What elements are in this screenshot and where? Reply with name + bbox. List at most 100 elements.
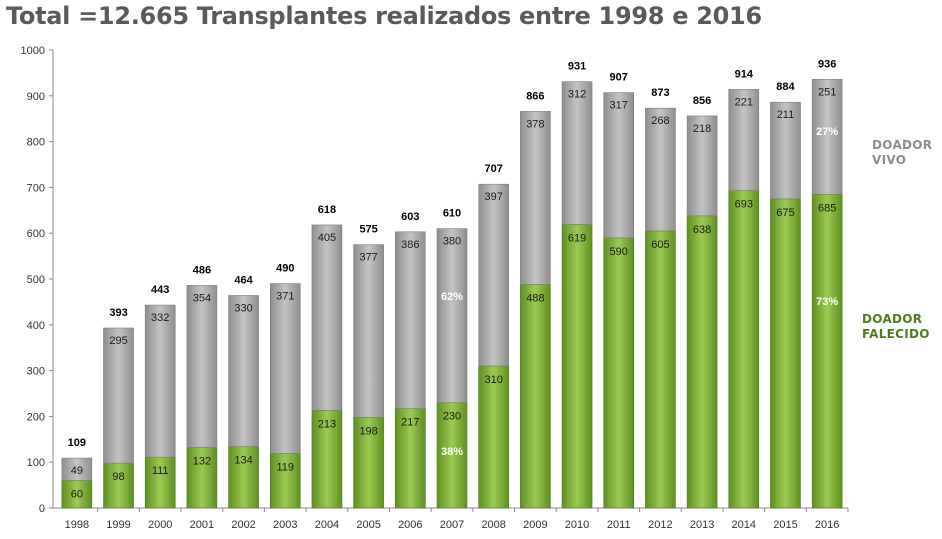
label-total: 866 [526,90,544,102]
legend-doador-falecido: DOADOR FALECIDO [862,312,930,342]
x-tick-label: 2009 [523,519,547,531]
bar-doador-falecido [645,230,676,509]
y-tick-label: 300 [27,366,45,378]
x-tick-label: 2006 [398,519,422,531]
bar-doador-falecido [811,193,843,509]
label-vivo-value: 377 [359,252,377,264]
label-total: 856 [693,95,711,107]
bar-doador-vivo [144,304,176,458]
label-vivo-value: 371 [276,291,294,303]
bar-doador-falecido [353,417,384,509]
bar-doador-vivo [645,107,676,232]
y-tick-label: 200 [27,411,45,423]
label-falecido-value: 619 [568,232,586,244]
y-tick-label: 900 [27,91,45,103]
label-falecido-value: 488 [526,292,544,304]
bar-doador-vivo [186,285,218,448]
bar-doador-falecido [520,284,551,509]
bar-doador-falecido [144,456,176,509]
y-tick-label: 500 [27,274,45,286]
label-falecido-value: 111 [152,465,169,477]
label-percentage: 38% [441,446,463,458]
x-tick-label: 2010 [565,519,589,531]
label-total: 443 [151,284,169,296]
bar-doador-vivo [811,79,843,195]
y-tick-label: 1000 [21,45,45,57]
bar-doador-falecido [603,237,635,509]
label-total: 907 [610,72,628,84]
label-falecido-value: 605 [651,239,669,251]
label-vivo-value: 378 [526,118,544,130]
bar-doador-falecido [561,224,593,509]
label-total: 610 [443,208,461,220]
label-vivo-value: 221 [735,96,753,108]
bar-doador-vivo [478,183,509,367]
bar-doador-falecido [269,453,301,509]
bar-doador-vivo [311,224,343,411]
bar-doador-vivo [770,101,801,200]
bars [61,79,843,509]
legend-vivo-line1: DOADOR [872,138,933,152]
bar-doador-falecido [478,365,509,509]
bar-doador-vivo [686,115,718,217]
legend-falecido-line2: FALECIDO [862,327,930,341]
bar-doador-vivo [353,244,384,418]
label-vivo-value: 295 [109,335,127,347]
legend-falecido-line1: DOADOR [862,312,923,326]
x-tick-label: 2011 [607,519,631,531]
label-total: 486 [193,264,211,276]
bar-doador-vivo [269,283,301,454]
x-tick-label: 1999 [106,519,130,531]
label-total: 931 [568,61,586,73]
label-falecido-value: 638 [693,224,711,236]
label-total: 603 [401,211,419,223]
axes: 0 100 200 300 400 500 600 700 800 900 1000 1998 1999… [21,45,849,531]
legend-doador-vivo: DOADOR VIVO [872,138,932,168]
label-vivo-value: 405 [318,232,336,244]
y-tick-label: 600 [27,228,45,240]
label-falecido-value: 590 [610,246,628,258]
bar-doador-falecido [728,190,760,509]
x-tick-label: 2007 [440,519,464,531]
x-tick-label: 2001 [190,519,214,531]
x-tick-label: 1998 [65,519,89,531]
label-vivo-value: 317 [610,100,628,112]
y-tick-label: 800 [27,137,45,149]
label-vivo-value: 268 [651,115,669,127]
y-tick-label: 400 [27,320,45,332]
bar-doador-vivo [228,295,259,447]
bar-doador-falecido [686,215,718,509]
label-falecido-value: 134 [234,455,252,467]
x-tick-label: 2013 [690,519,714,531]
label-vivo-value: 211 [777,109,795,121]
y-tick-label: 0 [39,503,45,515]
label-vivo-value: 49 [71,465,83,477]
chart-title: Total =12.665 Transplantes realizados en… [6,2,762,30]
label-falecido-value: 132 [193,456,211,468]
label-vivo-value: 251 [818,86,836,98]
label-percentage: 73% [816,296,838,308]
x-tick-label: 2000 [148,519,172,531]
x-tick-label: 2005 [356,519,380,531]
label-falecido-value: 230 [443,411,461,423]
bar-doador-vivo [728,89,760,191]
bar-doador-falecido [103,462,134,509]
x-tick-label: 2004 [315,519,339,531]
bar-doador-vivo [436,228,468,403]
label-vivo-value: 380 [443,236,461,248]
label-vivo-value: 330 [234,302,252,314]
label-total: 393 [109,307,127,319]
label-total: 914 [735,68,754,80]
bar-doador-falecido [228,446,259,509]
label-falecido-value: 675 [776,207,794,219]
bar-doador-vivo [603,92,635,239]
label-total: 490 [276,263,294,275]
bar-doador-vivo [103,327,134,464]
label-total: 884 [776,81,795,93]
label-falecido-value: 685 [818,202,836,214]
x-tick-label: 2002 [231,519,255,531]
label-vivo-value: 218 [693,123,711,135]
label-total: 618 [318,204,336,216]
bar-doador-vivo [561,81,593,225]
